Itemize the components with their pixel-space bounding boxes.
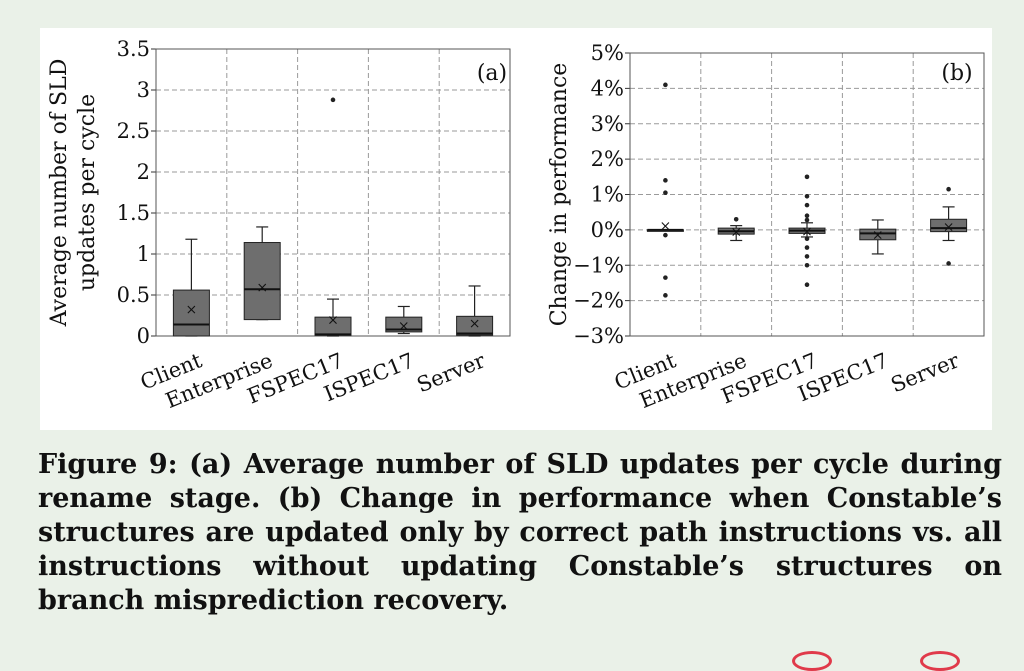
y-tick-label: 0 [137, 324, 150, 348]
box-fspec17: × [788, 174, 826, 288]
box-iqr [172, 289, 210, 337]
y-tick-label: 4% [591, 76, 624, 100]
box-fspec17: × [314, 97, 352, 337]
outlier-point [733, 216, 739, 222]
box-mean-marker: × [398, 318, 410, 334]
outlier-point [946, 186, 951, 192]
outlier-point [804, 245, 810, 250]
outlier-point [804, 262, 810, 268]
corner-mark-left [792, 651, 832, 671]
box-mean-marker: × [186, 302, 198, 318]
y-tick-label: 1 [137, 242, 150, 266]
y-tick-label: 0.5 [117, 283, 150, 307]
outlier-point [663, 178, 668, 183]
y-tick-label: 2.5 [117, 119, 150, 143]
box-client: × [646, 82, 684, 298]
y-tick-label: 2% [591, 147, 624, 171]
y-axis-label: updates per cycle [75, 94, 100, 291]
outlier-point [663, 82, 668, 88]
y-tick-label: 3.5 [117, 37, 150, 61]
panel-label: (a) [477, 61, 507, 86]
outlier-point [330, 97, 336, 103]
box-iqr [385, 316, 423, 333]
y-tick-label: 1% [591, 183, 624, 207]
box-mean-marker: × [256, 280, 268, 296]
chart-panel-a: 00.511.522.533.5×Client×Enterprise×FSPEC… [47, 37, 511, 413]
y-tick-label: 2 [137, 160, 150, 184]
y-tick-label: 5% [591, 41, 624, 65]
outlier-point [663, 293, 668, 298]
box-mean-marker: × [660, 219, 672, 235]
y-tick-label: −3% [573, 324, 624, 348]
box-ispec17: × [385, 305, 423, 334]
box-client: × [172, 238, 210, 337]
y-tick-label: 1.5 [117, 201, 150, 225]
figure-panel: 0 0.5 1 1.5 2 2.5 3 3.5 × Client × Enterprise × FSPEC… [40, 28, 992, 430]
outlier-point [663, 275, 668, 280]
outlier-point [804, 174, 810, 180]
outlier-point [663, 190, 668, 196]
box-server: × [456, 285, 494, 337]
outlier-point [804, 254, 810, 259]
plot-frame [629, 52, 985, 337]
box-mean-marker: × [943, 219, 955, 235]
box-iqr [243, 242, 281, 321]
figure-charts: 00.511.522.533.5×Client×Enterprise×FSPEC… [47, 37, 985, 413]
chart-panel-b: −3%−2%−1%0%1%2%3%4%5%×Client×Enterprise×… [547, 41, 985, 413]
box-iqr [456, 315, 494, 336]
panel-label: (b) [941, 61, 972, 86]
y-tick-label: −1% [573, 253, 624, 277]
outlier-point [804, 236, 810, 242]
y-axis-label: Average number of SLD [47, 59, 72, 328]
box-mean-marker: × [469, 316, 481, 332]
box-enterprise: × [243, 226, 281, 321]
outlier-point [804, 193, 810, 199]
box-enterprise: × [717, 216, 755, 242]
y-tick-label: 0% [591, 218, 624, 242]
box-ispec17: × [859, 219, 897, 255]
outlier-point [663, 232, 668, 238]
box-mean-marker: × [801, 224, 813, 240]
outlier-point [804, 217, 810, 223]
box-iqr [859, 228, 897, 241]
box-mean-marker: × [872, 227, 884, 243]
y-tick-label: 3% [591, 112, 624, 136]
outlier-point [804, 282, 810, 288]
outlier-point [804, 213, 810, 219]
corner-mark-right [920, 651, 960, 671]
figure-caption: Figure 9: (a) Average number of SLD upda… [38, 449, 1002, 616]
y-tick-label: 3 [137, 78, 150, 102]
y-tick-label: −2% [573, 289, 624, 313]
outlier-point [804, 202, 810, 208]
box-mean-marker: × [327, 313, 339, 329]
box-mean-marker: × [730, 225, 742, 241]
box-server: × [930, 186, 968, 266]
x-tick-label: Server [887, 348, 963, 397]
outlier-point [946, 261, 951, 266]
y-axis-label: Change in performance [547, 63, 572, 327]
x-tick-label: Server [413, 348, 489, 397]
